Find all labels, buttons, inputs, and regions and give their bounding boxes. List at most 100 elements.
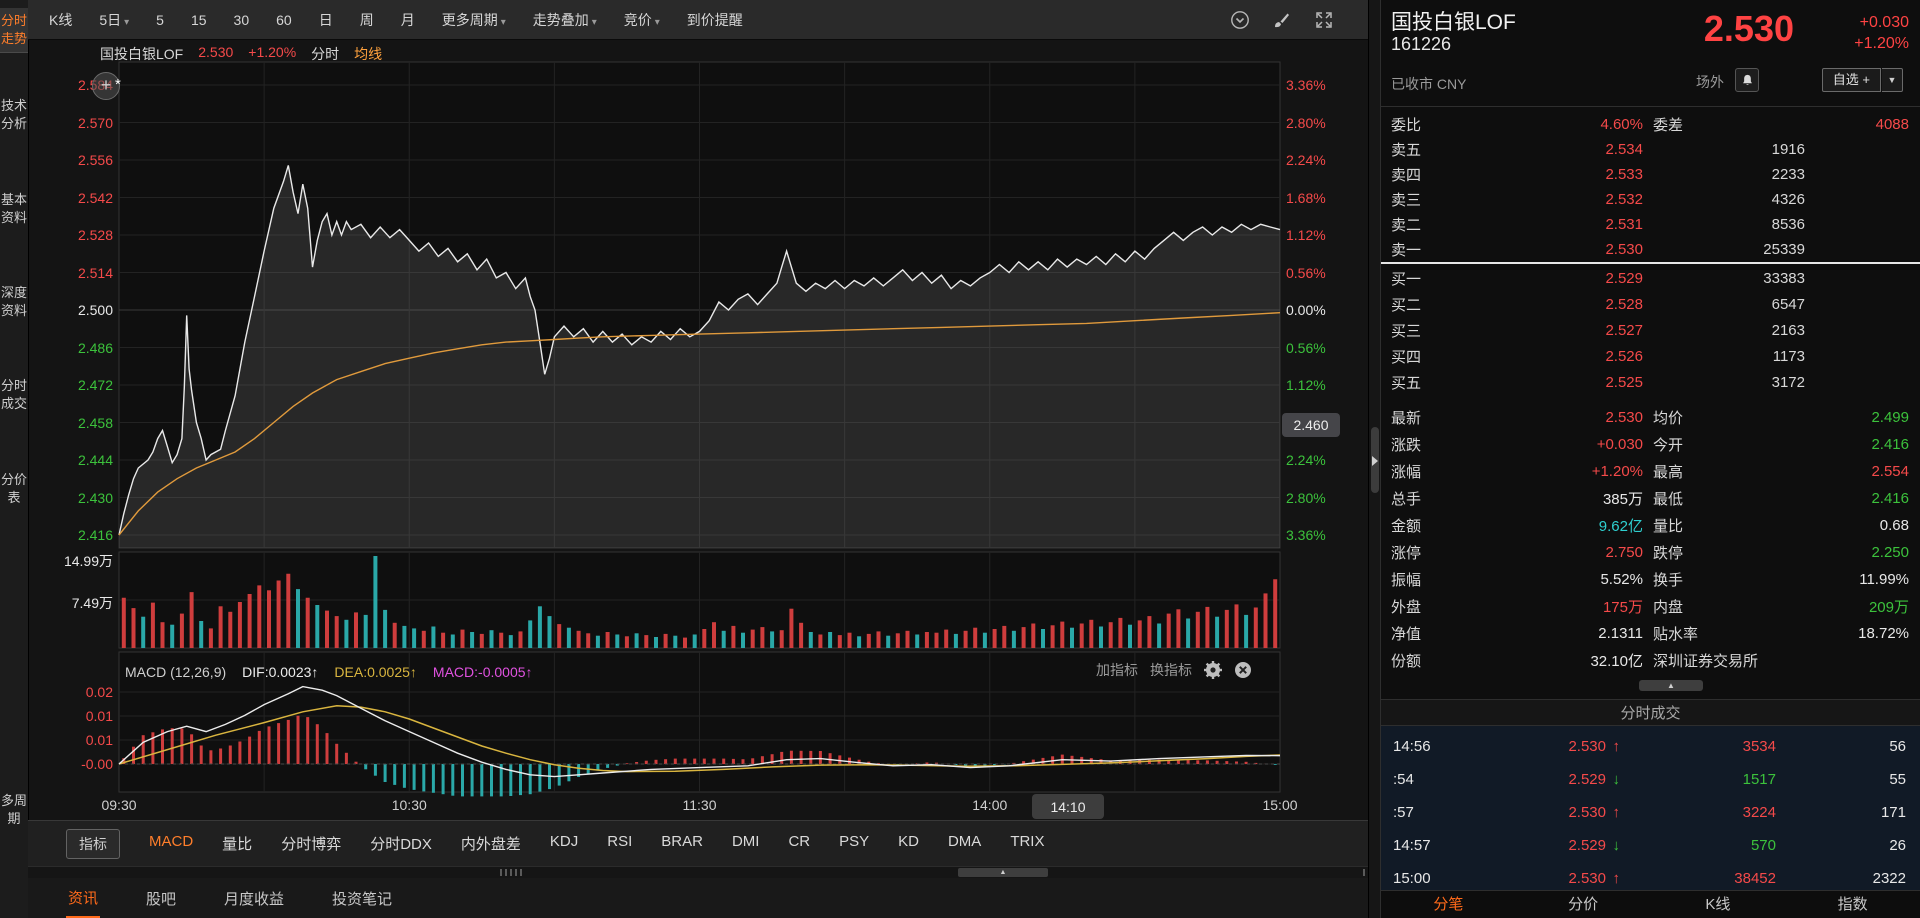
indicator-tab-KDJ[interactable]: KDJ <box>549 833 579 850</box>
sidebar-item-基本资料[interactable]: 基本资料 <box>0 192 27 225</box>
toolbar-item-月[interactable]: 月 <box>400 11 415 28</box>
bid-volume: 6547 <box>1771 296 1805 313</box>
period-toolbar: K线 5日 ▾ 5 15 30 60 日 周 月 更多周期 ▾ 走势叠加 ▾ 竞价 ▾ 到价提醒 <box>28 0 1368 40</box>
indicator-tab-DMA[interactable]: DMA <box>947 833 982 850</box>
percent-axis-label: 2.80% <box>1286 489 1326 506</box>
bottom-tab-股吧[interactable]: 股吧 <box>146 890 177 908</box>
bid-row-买二[interactable]: 买二 2.528 6547 <box>1391 296 1805 314</box>
ask-row-卖四[interactable]: 卖四 2.533 2233 <box>1391 166 1805 184</box>
bid-row-买一[interactable]: 买一 2.529 33383 <box>1391 270 1805 288</box>
bottom-tab-资讯[interactable]: 资讯 <box>66 879 101 918</box>
indicator-tab-RSI[interactable]: RSI <box>607 833 633 850</box>
indicator-button[interactable]: 指标 <box>66 828 120 859</box>
weibi-row[interactable]: 委比 4.60% 委差 4088 <box>1391 112 1909 137</box>
timer-icon[interactable] <box>1230 10 1250 30</box>
collapse-panel-button[interactable]: ▲ <box>958 868 1048 877</box>
toolbar-item-日[interactable]: 日 <box>318 11 333 28</box>
macd-header-item: MACD (12,26,9) <box>125 664 227 680</box>
indicator-tab-内外盘差[interactable]: 内外盘差 <box>460 836 521 853</box>
toolbar-item-5[interactable]: 5 <box>156 11 164 28</box>
zoom-in-icon[interactable]: + <box>92 72 120 100</box>
otc-link[interactable]: 场外 <box>1696 74 1724 90</box>
gear-icon[interactable] <box>1204 661 1222 679</box>
macd-axis-label: 0.01 <box>85 708 113 724</box>
sidebar-item-分时走势[interactable]: 分时走势 <box>0 8 28 53</box>
sidebar-item-技术分析[interactable]: 技术分析 <box>0 98 27 131</box>
indicator-tab-TRIX[interactable]: TRIX <box>1010 833 1045 850</box>
toolbar-icons <box>1230 0 1334 40</box>
chart-legend-item: 均线 <box>354 46 383 62</box>
intraday-chart[interactable] <box>28 40 1368 820</box>
watchlist-dropdown-icon[interactable]: ▼ <box>1882 68 1903 92</box>
indicator-tab-分时DDX[interactable]: 分时DDX <box>370 836 432 853</box>
bid-row-买三[interactable]: 买三 2.527 2163 <box>1391 322 1805 340</box>
fullscreen-icon[interactable] <box>1314 10 1334 30</box>
toolbar-item-竞价[interactable]: 竞价 ▾ <box>623 11 660 28</box>
price-axis-label: 2.430 <box>77 489 113 506</box>
sidebar-item-分价表[interactable]: 分价表 <box>0 472 27 505</box>
tick-tab-指数[interactable]: 指数 <box>1837 896 1868 913</box>
sidebar-item-深度资料[interactable]: 深度资料 <box>0 285 27 318</box>
close-indicator-icon[interactable] <box>1234 661 1252 679</box>
toolbar-item-到价提醒[interactable]: 到价提醒 <box>686 11 743 28</box>
tick-tab-分笔[interactable]: 分笔 <box>1433 896 1464 913</box>
price-axis-label: 2.514 <box>77 264 113 281</box>
toolbar-item-60[interactable]: 60 <box>276 11 292 28</box>
sidebar-item-分时成交[interactable]: 分时成交 <box>0 378 27 411</box>
tick-tab-K线[interactable]: K线 <box>1705 896 1731 913</box>
indicator-tab-分时博弈[interactable]: 分时博弈 <box>281 836 342 853</box>
bottom-tab-月度收益[interactable]: 月度收益 <box>224 890 285 908</box>
indicator-tab-DMI[interactable]: DMI <box>731 833 760 850</box>
stat-value: 385万 <box>1602 491 1643 508</box>
add-watchlist-button[interactable]: 自选 + <box>1821 68 1881 92</box>
security-name: 国投白银LOF <box>1391 11 1516 34</box>
toolbar-item-周[interactable]: 周 <box>359 11 374 28</box>
bid-row-买五[interactable]: 买五 2.525 3172 <box>1391 374 1805 392</box>
tick-row[interactable]: :57 2.530 ↑ 3224 171 <box>1393 804 1906 821</box>
ask-row-卖一[interactable]: 卖一 2.530 25339 <box>1391 241 1805 259</box>
indicator-tab-MACD[interactable]: MACD <box>149 833 194 850</box>
chart-legend-item: +1.20% <box>248 44 297 60</box>
tick-row[interactable]: :54 2.529 ↓ 1517 55 <box>1393 771 1906 788</box>
splitter-grip[interactable] <box>500 869 522 876</box>
collapse-right-panel-icon[interactable] <box>1372 456 1378 466</box>
toolbar-item-5日[interactable]: 5日 ▾ <box>99 11 130 28</box>
toolbar-item-30[interactable]: 30 <box>233 11 250 28</box>
time-axis-label: 15:00 <box>1262 797 1298 813</box>
macd-axis-label: 0.01 <box>85 732 113 748</box>
tick-row[interactable]: 14:57 2.529 ↓ 570 26 <box>1393 837 1906 854</box>
add-indicator-button[interactable]: 加指标 <box>1096 662 1138 678</box>
bid-volume: 33383 <box>1763 270 1805 287</box>
toolbar-item-K线[interactable]: K线 <box>49 11 73 28</box>
indicator-tab-CR[interactable]: CR <box>788 833 811 850</box>
sidebar-item-多周期[interactable]: 多周期 <box>0 793 27 826</box>
tick-section-title: 分时成交 <box>1381 699 1920 726</box>
bid-volume: 3172 <box>1771 374 1805 391</box>
bid-volume: 1173 <box>1772 348 1805 365</box>
brush-icon[interactable] <box>1272 10 1292 30</box>
alert-bell-icon[interactable] <box>1735 68 1759 92</box>
bid-row-买四[interactable]: 买四 2.526 1173 <box>1391 348 1805 366</box>
ask-row-卖五[interactable]: 卖五 2.534 1916 <box>1391 141 1805 159</box>
bottom-tab-投资笔记[interactable]: 投资笔记 <box>332 890 393 908</box>
tick-row[interactable]: 14:56 2.530 ↑ 3534 56 <box>1393 738 1906 755</box>
macd-indicator-header: MACD (12,26,9) DIF:0.0023↑ DEA:0.0025↑ MACD… <box>125 664 533 680</box>
weicha-label: 委差 <box>1653 117 1684 134</box>
indicator-tab-BRAR[interactable]: BRAR <box>661 833 703 850</box>
stat-value: 9.62亿 <box>1598 518 1643 535</box>
tick-tab-分价[interactable]: 分价 <box>1568 896 1599 913</box>
toolbar-item-更多周期[interactable]: 更多周期 ▾ <box>441 11 506 28</box>
indicator-tab-PSY[interactable]: PSY <box>839 833 870 850</box>
stat-value: 2.416 <box>1871 436 1909 453</box>
crosshair-time-badge: 14:10 <box>1032 794 1104 819</box>
tick-row[interactable]: 15:00 2.530 ↑ 38452 2322 <box>1393 870 1906 887</box>
collapse-stats-button[interactable]: ▲ <box>1639 680 1703 691</box>
ask-row-卖二[interactable]: 卖二 2.531 8536 <box>1391 216 1805 234</box>
switch-indicator-button[interactable]: 换指标 <box>1150 662 1192 678</box>
toolbar-item-15[interactable]: 15 <box>190 11 207 28</box>
toolbar-item-走势叠加[interactable]: 走势叠加 ▾ <box>532 11 597 28</box>
indicator-tab-KD[interactable]: KD <box>898 833 919 850</box>
stat-value: 175万 <box>1602 599 1643 616</box>
ask-row-卖三[interactable]: 卖三 2.532 4326 <box>1391 191 1805 209</box>
indicator-tab-量比[interactable]: 量比 <box>222 836 253 853</box>
